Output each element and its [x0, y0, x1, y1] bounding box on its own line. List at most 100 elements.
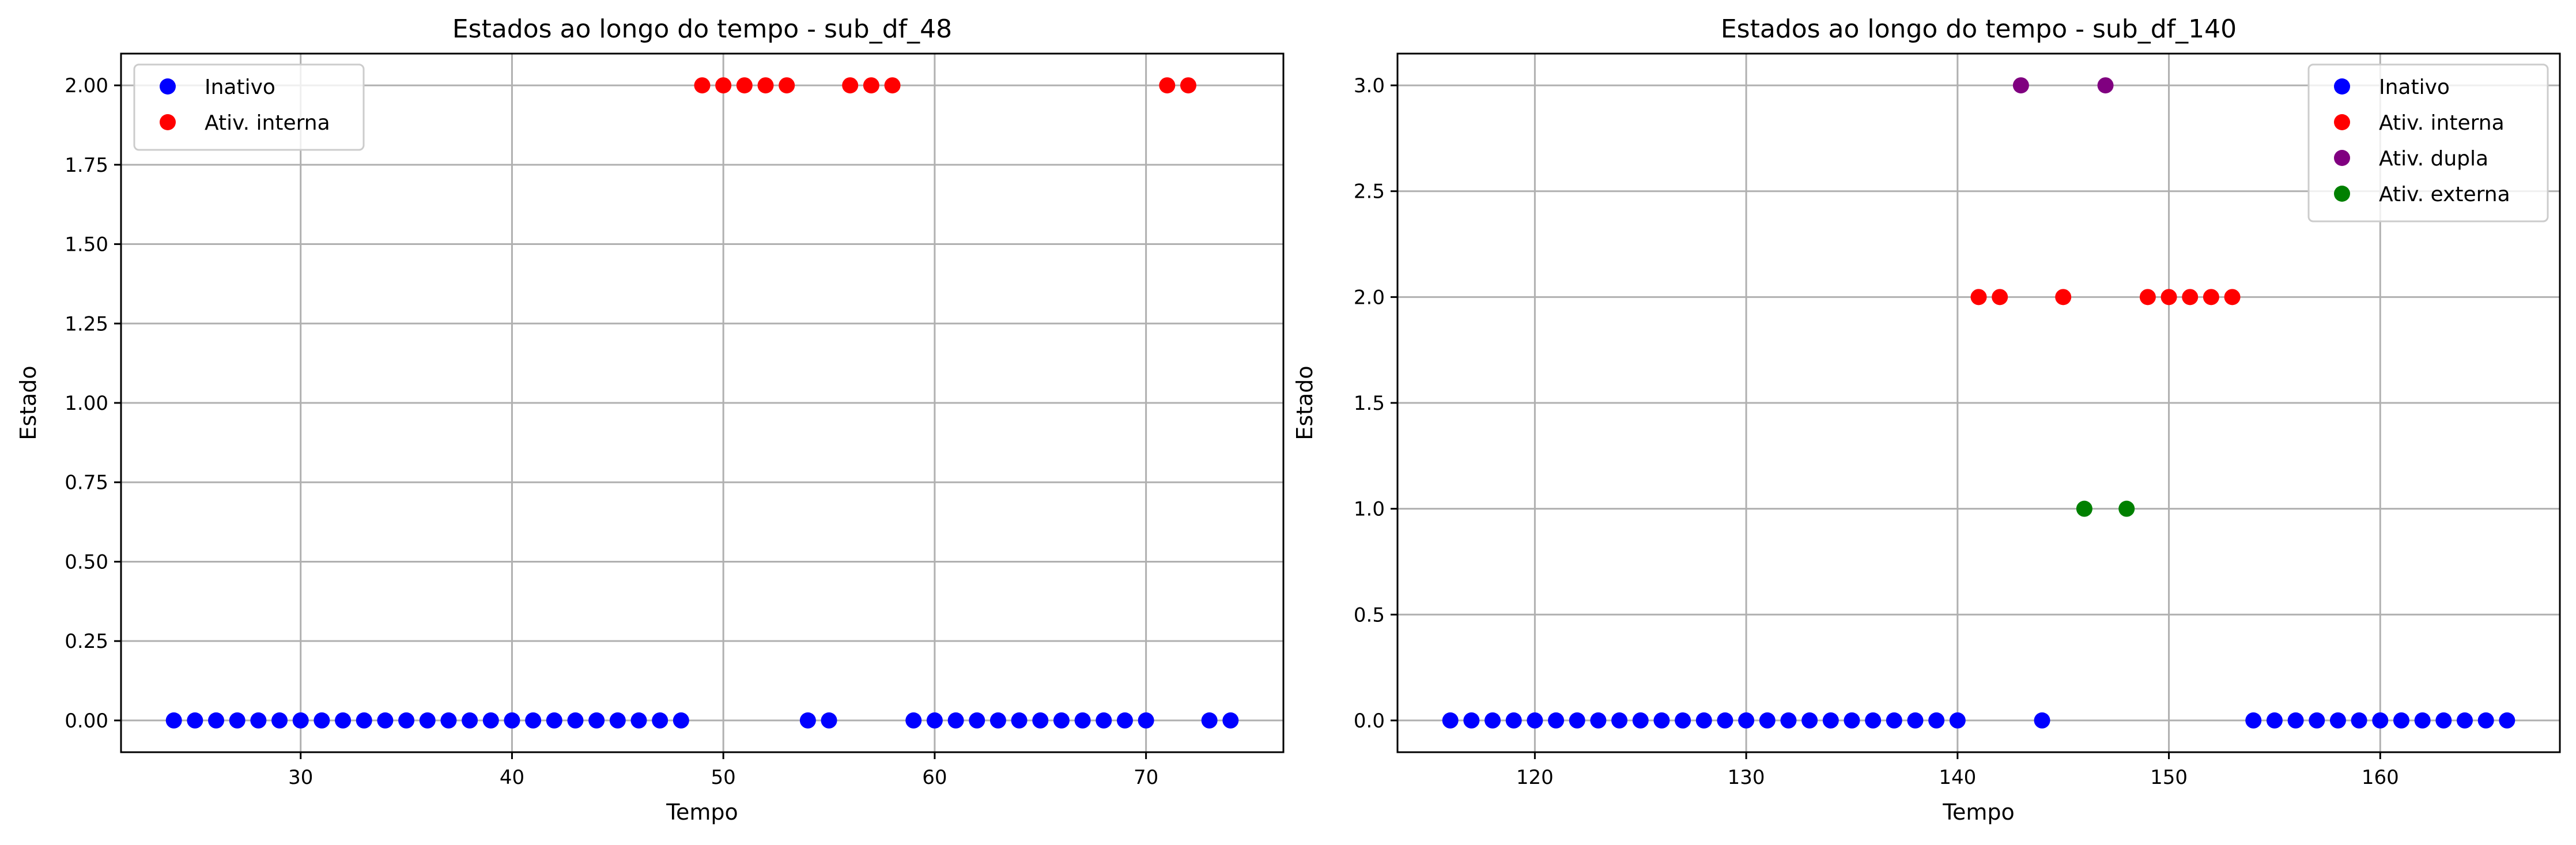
- legend-marker: [2334, 78, 2350, 95]
- data-point: [905, 712, 922, 729]
- y-tick-label: 0.5: [1354, 603, 1385, 627]
- data-point: [1032, 712, 1049, 729]
- data-point: [1159, 77, 1176, 94]
- data-point: [2224, 289, 2241, 305]
- legend-label: Inativo: [205, 76, 275, 99]
- data-point: [1801, 712, 1818, 729]
- data-point: [2435, 712, 2452, 729]
- data-point: [2245, 712, 2262, 729]
- data-point: [1463, 712, 1480, 729]
- data-point: [1053, 712, 1070, 729]
- data-point: [1442, 712, 1459, 729]
- x-tick-label: 70: [1134, 766, 1158, 789]
- data-point: [187, 712, 203, 729]
- x-tick-label: 160: [2362, 766, 2399, 789]
- y-tick-label: 0.00: [65, 710, 108, 733]
- data-point: [398, 712, 415, 729]
- legend-marker: [2334, 186, 2350, 202]
- data-point: [989, 712, 1006, 729]
- data-point: [2393, 712, 2409, 729]
- x-tick-label: 40: [500, 766, 524, 789]
- data-point: [462, 712, 478, 729]
- data-point: [1011, 712, 1028, 729]
- y-tick-label: 1.75: [65, 154, 108, 177]
- y-tick-label: 1.5: [1354, 392, 1385, 415]
- data-point: [1527, 712, 1543, 729]
- legend-label: Ativ. dupla: [2379, 147, 2488, 171]
- data-point: [356, 712, 372, 729]
- data-point: [1632, 712, 1649, 729]
- legend-marker: [2334, 114, 2350, 130]
- data-point: [1096, 712, 1112, 729]
- x-axis-label: Tempo: [1942, 799, 2015, 825]
- data-point: [482, 712, 499, 729]
- data-point: [1590, 712, 1607, 729]
- chart-sub-df-140: 120 130 140 150 160 0.0 0.5 1.0 1.5 2.0 2.5 3.0 Est…: [1292, 14, 2561, 825]
- data-point: [2351, 712, 2367, 729]
- data-point: [588, 712, 605, 729]
- y-tick-label: 2.5: [1354, 180, 1385, 203]
- y-tick-label: 0.0: [1354, 710, 1385, 733]
- data-point: [504, 712, 520, 729]
- legend-label: Inativo: [2379, 76, 2450, 99]
- legend-label: Ativ. interna: [205, 111, 330, 135]
- data-point: [2034, 712, 2050, 729]
- legend-marker: [160, 78, 176, 95]
- data-point: [208, 712, 225, 729]
- axis-ticks: 30 40 50 60 70 0.00 0.25 0.50 0.75 1.00 1.25 1.50 1.…: [65, 74, 1158, 789]
- legend-label: Ativ. externa: [2379, 183, 2510, 206]
- data-point: [2309, 712, 2325, 729]
- chart-title: Estados ao longo do tempo - sub_df_48: [452, 14, 952, 44]
- data-point: [1695, 712, 1712, 729]
- legend: Inativo Ativ. interna: [133, 63, 365, 151]
- data-point: [1653, 712, 1670, 729]
- y-tick-label: 3.0: [1354, 74, 1385, 97]
- data-point: [609, 712, 626, 729]
- data-point: [1675, 712, 1691, 729]
- data-point: [271, 712, 288, 729]
- y-axis-label: Estado: [16, 365, 41, 440]
- data-point: [2329, 712, 2346, 729]
- data-point: [567, 712, 584, 729]
- data-point: [2097, 77, 2114, 94]
- y-tick-label: 1.00: [65, 392, 108, 415]
- data-point: [2266, 712, 2283, 729]
- data-point: [1865, 712, 1882, 729]
- chart-sub-df-48: 30 40 50 60 70 0.00 0.25 0.50 0.75 1.00 1.25 1.50 1.…: [16, 14, 1285, 825]
- x-tick-label: 150: [2150, 766, 2188, 789]
- y-tick-label: 0.50: [65, 550, 108, 574]
- x-tick-label: 120: [1516, 766, 1554, 789]
- data-point: [313, 712, 330, 729]
- data-point: [863, 77, 879, 94]
- legend-box: [133, 63, 365, 151]
- data-point: [1138, 712, 1154, 729]
- data-point: [969, 712, 985, 729]
- data-point: [2055, 289, 2072, 305]
- x-tick-label: 30: [288, 766, 313, 789]
- data-point: [546, 712, 562, 729]
- y-tick-label: 0.25: [65, 630, 108, 653]
- y-tick-label: 2.0: [1354, 286, 1385, 309]
- data-point: [250, 712, 267, 729]
- data-point: [1907, 712, 1924, 729]
- y-tick-label: 1.25: [65, 312, 108, 335]
- legend-marker: [160, 114, 176, 130]
- legend-marker: [2334, 150, 2350, 166]
- y-tick-label: 0.75: [65, 471, 108, 495]
- data-point: [1569, 712, 1585, 729]
- data-point: [1780, 712, 1797, 729]
- axis-ticks: 120 130 140 150 160 0.0 0.5 1.0 1.5 2.0 2.5 3.0: [1354, 74, 2399, 789]
- data-point: [165, 712, 182, 729]
- data-point: [1201, 712, 1218, 729]
- data-point: [1116, 712, 1133, 729]
- legend: Inativo Ativ. interna Ativ. dupla Ativ. ext…: [2307, 63, 2549, 222]
- y-axis-label: Estado: [1292, 365, 1317, 440]
- data-point: [630, 712, 647, 729]
- data-point: [419, 712, 436, 729]
- data-point: [440, 712, 457, 729]
- data-point: [1180, 77, 1196, 94]
- data-point: [1992, 289, 2008, 305]
- data-point: [1505, 712, 1522, 729]
